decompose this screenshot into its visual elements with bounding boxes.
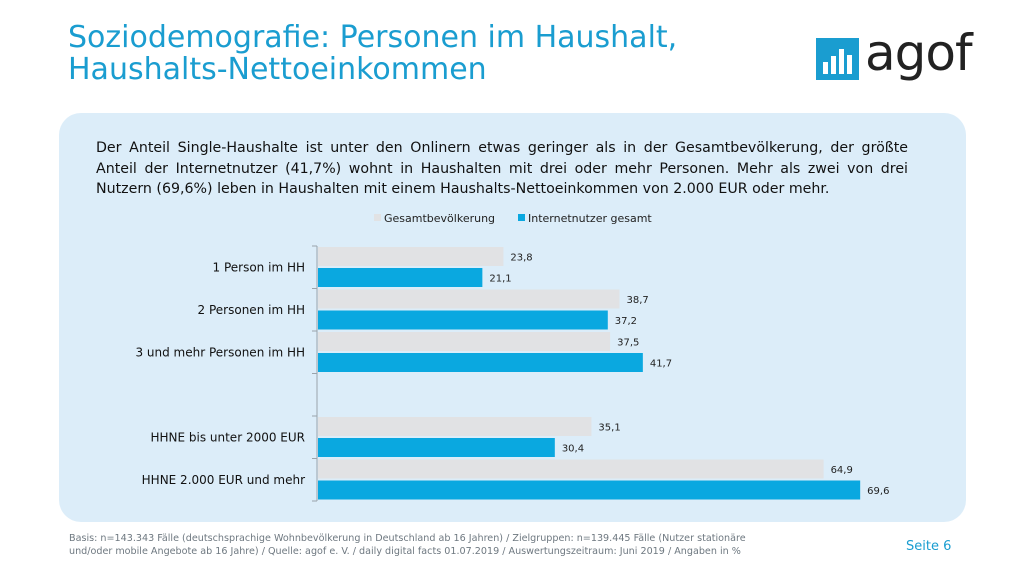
data-label: 23,8 bbox=[510, 253, 532, 264]
bar-gesamt bbox=[318, 417, 592, 436]
intro-text: Der Anteil Single-Haushalte ist unter de… bbox=[96, 140, 908, 197]
page-number: Seite 6 bbox=[906, 539, 952, 554]
bar-chart-logo-icon bbox=[816, 38, 859, 80]
legend-item-internet: Internetnutzer gesamt bbox=[518, 212, 652, 225]
data-label: 41,7 bbox=[650, 359, 672, 370]
logo-wordmark: agof bbox=[865, 24, 973, 82]
legend-label-gesamt: Gesamtbevölkerung bbox=[384, 212, 496, 225]
bar-gesamt bbox=[318, 332, 611, 351]
data-label: 21,1 bbox=[489, 274, 511, 285]
category-label: 1 Person im HH bbox=[213, 260, 305, 274]
data-label: 37,5 bbox=[617, 338, 639, 349]
legend-item-gesamt: Gesamtbevölkerung bbox=[374, 212, 495, 225]
data-label: 64,9 bbox=[831, 465, 853, 476]
category-label: HHNE bis unter 2000 EUR bbox=[150, 430, 305, 444]
data-label: 35,1 bbox=[598, 423, 620, 434]
category-label: 3 und mehr Personen im HH bbox=[135, 345, 305, 359]
data-label: 37,2 bbox=[615, 316, 637, 327]
footer-line-1: Basis: n=143.343 Fälle (deutschsprachige… bbox=[69, 533, 746, 544]
title-line-1: Soziodemografie: Personen im Haushalt, bbox=[68, 20, 678, 55]
data-label: 69,6 bbox=[867, 486, 889, 497]
legend-swatch-internet bbox=[518, 214, 525, 221]
category-label: HHNE 2.000 EUR und mehr bbox=[142, 473, 305, 487]
data-label: 30,4 bbox=[562, 444, 584, 455]
footer-source: Basis: n=143.343 Fälle (deutschsprachige… bbox=[69, 533, 849, 558]
footer-line-2: und/oder mobile Angebote ab 16 Jahre) / … bbox=[69, 545, 741, 557]
agof-logo: agof bbox=[816, 24, 976, 84]
legend-label-internet: Internetnutzer gesamt bbox=[528, 212, 652, 225]
bar-internet bbox=[318, 268, 483, 287]
slide-title: Soziodemografie: Personen im Haushalt, H… bbox=[68, 22, 768, 86]
bar-internet bbox=[318, 438, 555, 457]
legend-swatch-gesamt bbox=[374, 214, 381, 221]
data-label: 38,7 bbox=[626, 295, 648, 306]
title-line-2: Haushalts-Nettoeinkommen bbox=[68, 52, 487, 87]
bar-gesamt bbox=[318, 459, 824, 479]
bar-gesamt bbox=[318, 247, 504, 266]
bar-internet bbox=[318, 480, 861, 500]
bar-internet bbox=[318, 310, 608, 330]
bar-gesamt bbox=[318, 289, 620, 309]
category-label: 2 Personen im HH bbox=[198, 303, 305, 317]
bar-internet bbox=[318, 353, 643, 372]
